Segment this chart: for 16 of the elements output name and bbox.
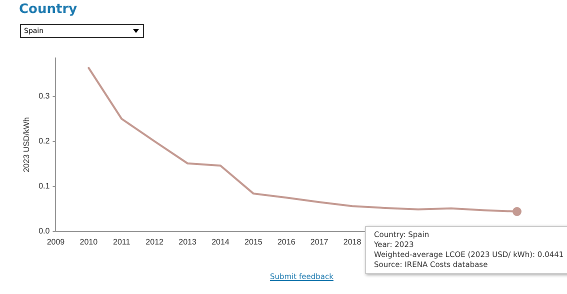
x-tick-label: 2012 [146, 237, 164, 246]
y-tick-label: 0.0 [38, 226, 50, 236]
x-tick-label: 2014 [212, 237, 230, 246]
x-tick-label: 2010 [80, 237, 98, 246]
chart-title: Country [19, 2, 78, 17]
x-tick-label: 2018 [343, 237, 362, 246]
x-tick-label: 2016 [277, 237, 296, 246]
y-axis-title: 2023 USD/kWh [22, 117, 32, 172]
x-tick-label: 2015 [244, 237, 263, 246]
y-tick-label: 0.2 [38, 136, 50, 146]
y-tick-label: 0.3 [38, 91, 50, 100]
x-tick-label: 2009 [46, 237, 66, 246]
x-tick-label: 2017 [310, 237, 329, 246]
x-tick-label: 2013 [178, 237, 197, 246]
y-tick-label: 0.1 [38, 182, 50, 191]
x-tick-label: 2011 [113, 237, 131, 246]
